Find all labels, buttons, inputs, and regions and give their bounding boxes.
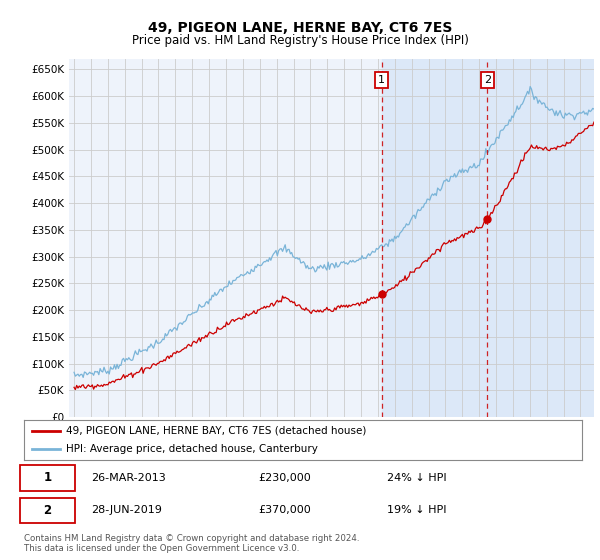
Text: £370,000: £370,000 [259,506,311,515]
Text: 49, PIGEON LANE, HERNE BAY, CT6 7ES: 49, PIGEON LANE, HERNE BAY, CT6 7ES [148,21,452,35]
Text: HPI: Average price, detached house, Canterbury: HPI: Average price, detached house, Cant… [66,445,318,454]
Text: 24% ↓ HPI: 24% ↓ HPI [387,473,446,483]
Text: 1: 1 [43,472,52,484]
Text: 1: 1 [379,75,385,85]
FancyBboxPatch shape [20,465,76,491]
FancyBboxPatch shape [20,498,76,523]
Text: Contains HM Land Registry data © Crown copyright and database right 2024.: Contains HM Land Registry data © Crown c… [24,534,359,543]
Text: 2: 2 [43,504,52,517]
Text: 2: 2 [484,75,491,85]
Text: 49, PIGEON LANE, HERNE BAY, CT6 7ES (detached house): 49, PIGEON LANE, HERNE BAY, CT6 7ES (det… [66,426,366,436]
Text: 26-MAR-2013: 26-MAR-2013 [91,473,166,483]
Text: 19% ↓ HPI: 19% ↓ HPI [387,506,446,515]
Text: This data is licensed under the Open Government Licence v3.0.: This data is licensed under the Open Gov… [24,544,299,553]
Text: 28-JUN-2019: 28-JUN-2019 [91,506,162,515]
Bar [382,59,598,417]
Text: Price paid vs. HM Land Registry's House Price Index (HPI): Price paid vs. HM Land Registry's House … [131,34,469,46]
Text: £230,000: £230,000 [259,473,311,483]
